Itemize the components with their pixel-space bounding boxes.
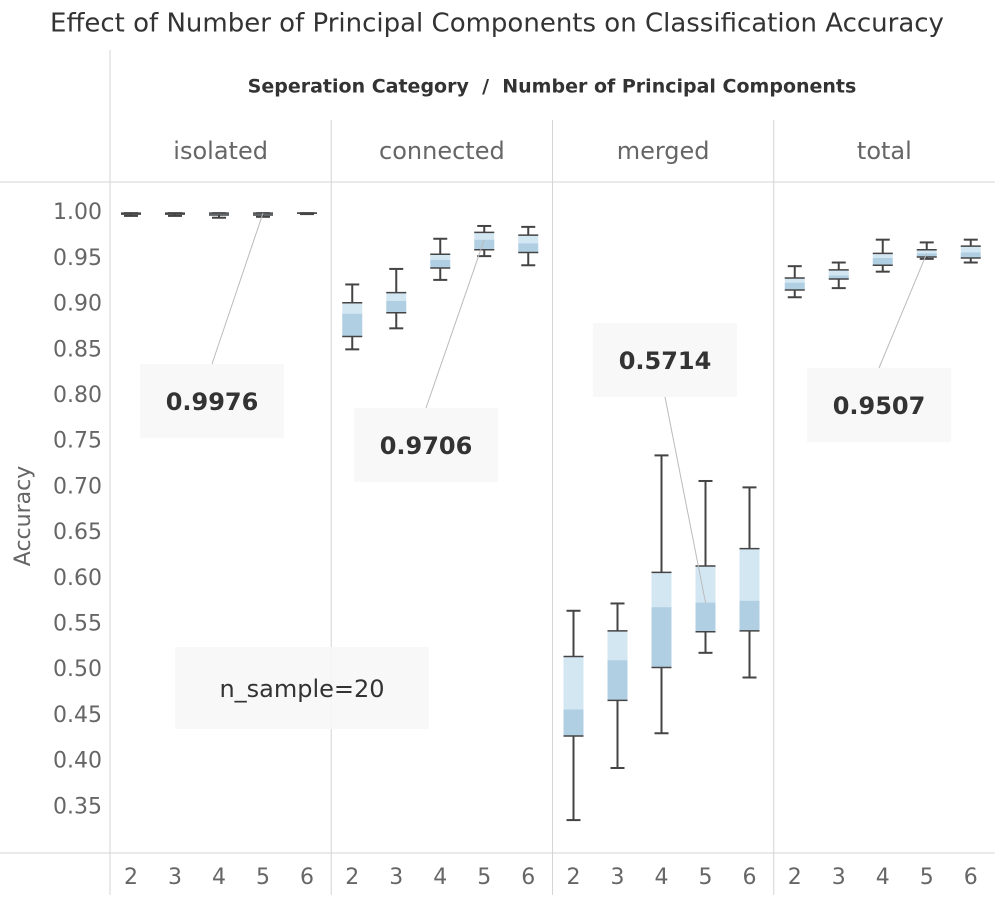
box-lower bbox=[960, 252, 981, 258]
panel-label: merged bbox=[617, 137, 710, 165]
x-tick-label: 2 bbox=[345, 865, 359, 890]
box-upper bbox=[386, 292, 407, 301]
x-tick-label: 6 bbox=[521, 865, 535, 890]
x-tick-label: 4 bbox=[655, 865, 669, 890]
box-upper bbox=[784, 278, 805, 283]
box-lower bbox=[563, 709, 584, 737]
box-lower bbox=[342, 313, 363, 337]
y-tick-label: 0.65 bbox=[53, 520, 102, 545]
box-lower bbox=[518, 243, 539, 253]
x-tick-label: 5 bbox=[699, 865, 713, 890]
box-lower bbox=[386, 300, 407, 313]
annotation: 0.9507 bbox=[833, 392, 926, 420]
box-upper bbox=[739, 548, 760, 601]
box-upper bbox=[916, 249, 937, 254]
y-tick-label: 0.50 bbox=[53, 657, 102, 682]
annotation: 0.9706 bbox=[380, 432, 473, 460]
box-lower bbox=[651, 607, 672, 668]
y-axis-label: Accuracy bbox=[11, 466, 36, 566]
box-lower bbox=[695, 602, 716, 632]
box-lower bbox=[784, 282, 805, 290]
annotation-leader bbox=[664, 396, 706, 603]
box-upper bbox=[960, 246, 981, 253]
annotation-box bbox=[807, 368, 951, 442]
box-upper bbox=[563, 656, 584, 710]
box-upper bbox=[342, 302, 363, 314]
y-tick-label: 0.85 bbox=[53, 337, 102, 362]
y-tick-label: 0.80 bbox=[53, 383, 102, 408]
y-tick-label: 0.55 bbox=[53, 611, 102, 636]
y-tick-label: 0.90 bbox=[53, 292, 102, 317]
annotation: n_sample=20 bbox=[219, 675, 384, 703]
annotation-box bbox=[354, 408, 498, 482]
annotation-box bbox=[140, 364, 284, 438]
annotation: 0.9976 bbox=[166, 388, 259, 416]
x-tick-label: 2 bbox=[788, 865, 802, 890]
box-upper bbox=[828, 269, 849, 276]
column-header: Seperation Category / Number of Principa… bbox=[248, 76, 857, 98]
panel-label: total bbox=[857, 137, 912, 165]
box-lower bbox=[872, 257, 893, 266]
annotation-box bbox=[593, 323, 737, 397]
x-tick-label: 6 bbox=[964, 865, 978, 890]
annotation-box bbox=[175, 647, 429, 729]
box-upper bbox=[695, 565, 716, 603]
x-tick-label: 5 bbox=[920, 865, 934, 890]
box-upper bbox=[872, 253, 893, 258]
box-lower bbox=[739, 600, 760, 631]
x-tick-label: 6 bbox=[300, 865, 314, 890]
chart-title: Effect of Number of Principal Components… bbox=[50, 9, 944, 39]
box-lower bbox=[209, 213, 229, 215]
x-tick-label: 2 bbox=[567, 865, 581, 890]
box-upper bbox=[651, 572, 672, 608]
box-lower bbox=[430, 259, 451, 269]
annotation: 0.5714 bbox=[619, 347, 712, 375]
x-tick-label: 4 bbox=[876, 865, 890, 890]
box-lower bbox=[474, 239, 495, 250]
x-tick-label: 3 bbox=[832, 865, 846, 890]
box-upper bbox=[430, 254, 451, 260]
x-tick-label: 3 bbox=[611, 865, 625, 890]
y-tick-label: 0.45 bbox=[53, 703, 102, 728]
y-tick-label: 0.40 bbox=[53, 749, 102, 774]
box-lower bbox=[916, 253, 937, 258]
y-tick-label: 0.60 bbox=[53, 566, 102, 591]
y-tick-label: 0.70 bbox=[53, 474, 102, 499]
x-tick-label: 5 bbox=[477, 865, 491, 890]
panel-label: connected bbox=[379, 137, 505, 165]
x-tick-label: 2 bbox=[124, 865, 138, 890]
x-tick-label: 4 bbox=[212, 865, 226, 890]
annotation-leader bbox=[425, 239, 485, 409]
box-upper bbox=[518, 235, 539, 244]
y-tick-label: 0.95 bbox=[53, 246, 102, 271]
annotation-leader bbox=[211, 213, 264, 365]
y-tick-label: 0.35 bbox=[53, 794, 102, 819]
annotation-leader bbox=[878, 253, 928, 369]
box-lower bbox=[828, 275, 849, 279]
x-tick-label: 5 bbox=[256, 865, 270, 890]
box-upper bbox=[474, 232, 495, 240]
x-tick-label: 3 bbox=[389, 865, 403, 890]
y-tick-label: 0.75 bbox=[53, 429, 102, 454]
x-tick-label: 6 bbox=[743, 865, 757, 890]
x-tick-label: 3 bbox=[168, 865, 182, 890]
x-tick-label: 4 bbox=[433, 865, 447, 890]
box-upper bbox=[607, 630, 628, 661]
panel-label: isolated bbox=[173, 137, 268, 165]
box-lower bbox=[607, 660, 628, 701]
y-tick-label: 1.00 bbox=[53, 200, 102, 225]
